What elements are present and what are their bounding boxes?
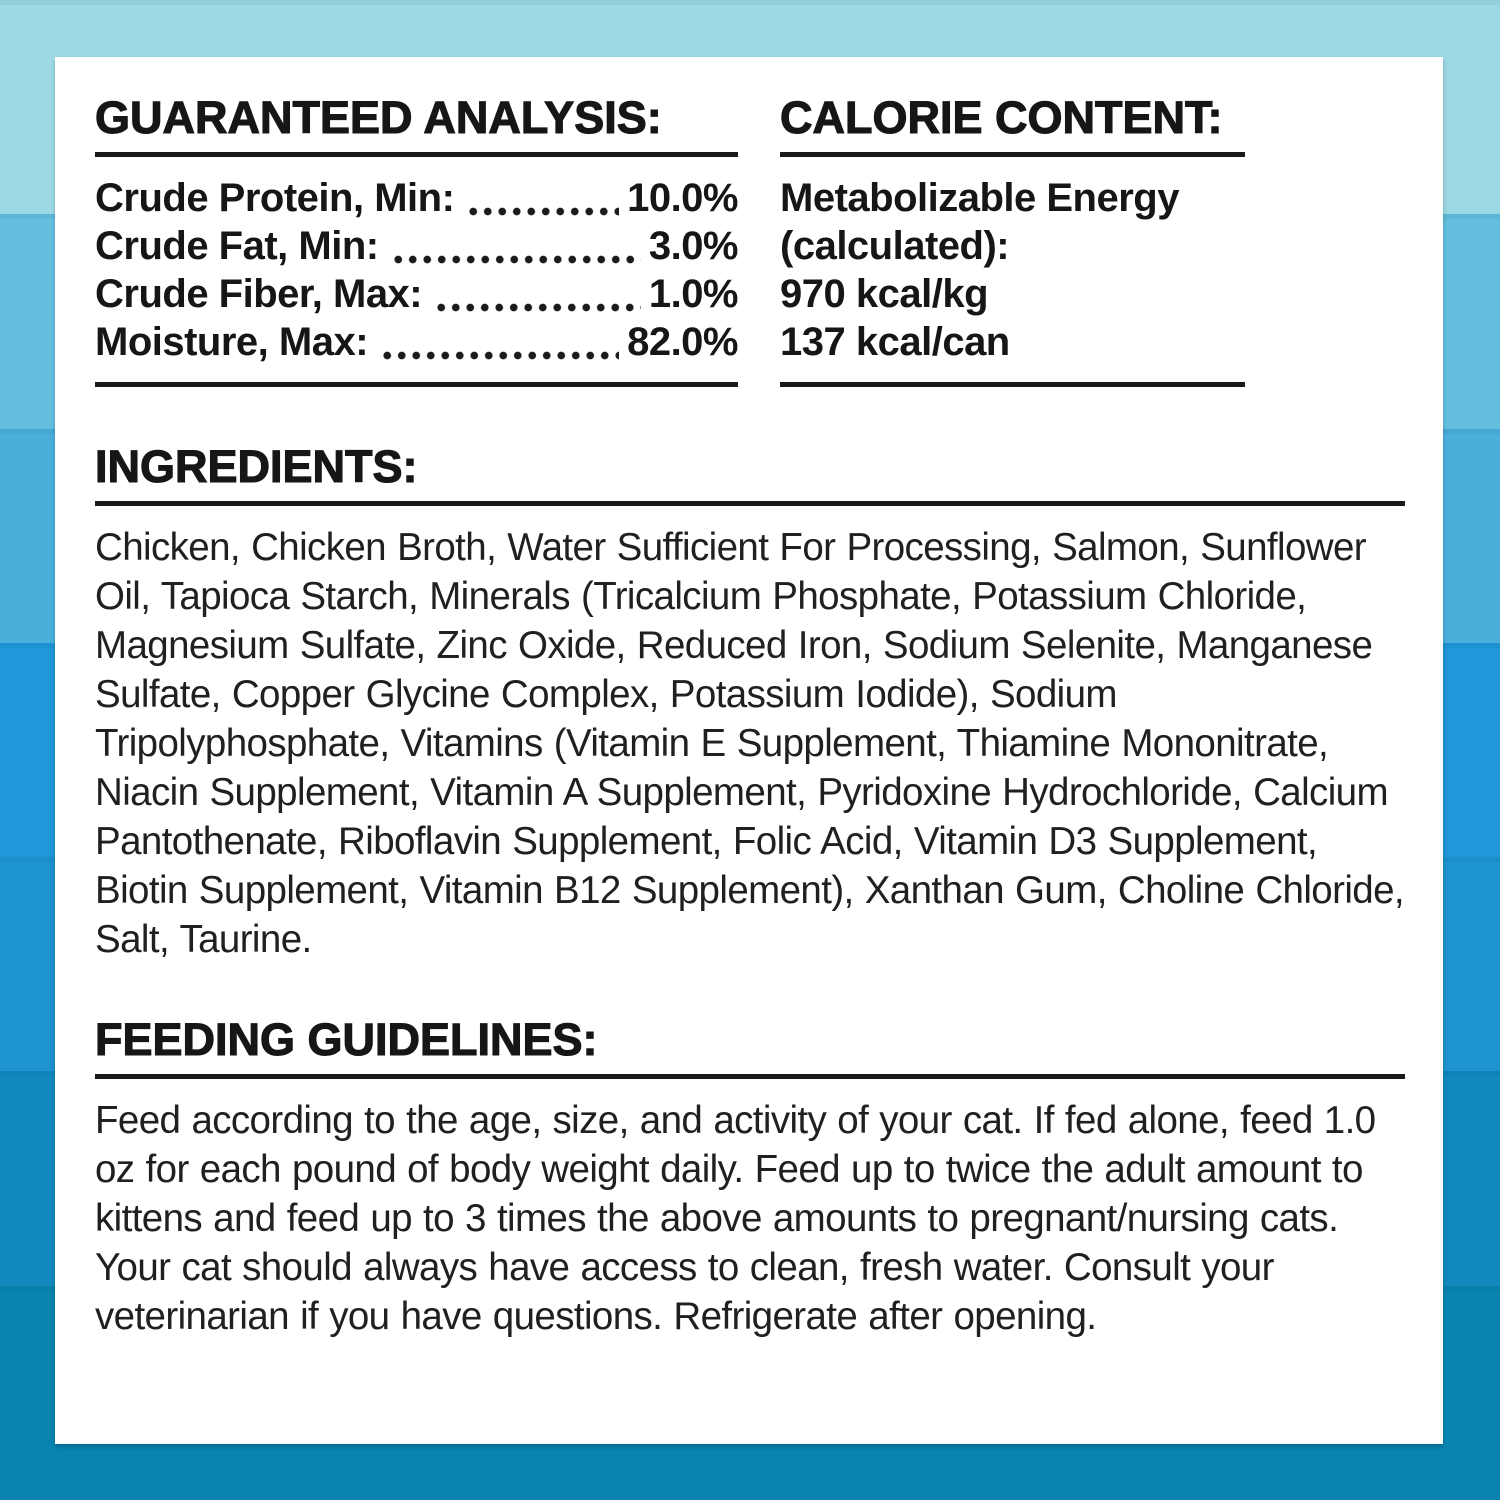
analysis-row-label: Moisture, Max: bbox=[95, 320, 369, 364]
guaranteed-analysis-section: GUARANTEED ANALYSIS: Crude Protein, Min:… bbox=[94, 92, 739, 387]
calorie-content-section: CALORIE CONTENT: Metabolizable Energy (c… bbox=[779, 92, 1245, 387]
guaranteed-analysis-title: GUARANTEED ANALYSIS: bbox=[94, 92, 662, 143]
ingredients-text: Chicken, Chicken Broth, Water Sufficient… bbox=[95, 526, 1405, 961]
calorie-line-kcal-per-kg: 970 kcal/kg bbox=[780, 272, 989, 316]
ingredients-title: INGREDIENTS: bbox=[94, 441, 418, 492]
calorie-content-title: CALORIE CONTENT: bbox=[779, 92, 1223, 143]
section-divider bbox=[780, 382, 1245, 387]
dot-leader bbox=[434, 270, 641, 318]
feeding-guidelines-section: FEEDING GUIDELINES: Feed according to th… bbox=[94, 1014, 1405, 1341]
analysis-row-crude-fiber: Crude Fiber, Max: 1.0% bbox=[95, 270, 739, 318]
section-divider bbox=[95, 501, 1405, 506]
analysis-row-label: Crude Protein, Min: bbox=[95, 176, 455, 220]
analysis-row-value: 3.0% bbox=[648, 224, 739, 268]
analysis-row-label: Crude Fiber, Max: bbox=[95, 272, 423, 316]
section-divider bbox=[780, 152, 1245, 157]
analysis-calorie-columns: GUARANTEED ANALYSIS: Crude Protein, Min:… bbox=[94, 92, 1405, 387]
calorie-line-metabolizable-energy: Metabolizable Energy bbox=[780, 176, 1179, 220]
analysis-row-crude-protein: Crude Protein, Min: 10.0% bbox=[95, 174, 738, 222]
feeding-guidelines-text: Feed according to the age, size, and act… bbox=[95, 1099, 1376, 1338]
analysis-row-moisture: Moisture, Max: 82.0% bbox=[95, 318, 738, 366]
calorie-content-body: Metabolizable Energy (calculated): 970 k… bbox=[780, 174, 1245, 370]
section-divider bbox=[95, 382, 738, 387]
section-divider bbox=[95, 152, 738, 157]
dot-leader bbox=[466, 174, 620, 222]
analysis-row-value: 82.0% bbox=[627, 320, 738, 364]
analysis-row-label: Crude Fat, Min: bbox=[95, 224, 379, 268]
ingredients-section: INGREDIENTS: Chicken, Chicken Broth, Wat… bbox=[94, 441, 1405, 964]
guaranteed-analysis-table: Crude Protein, Min: 10.0% Crude Fat, Min… bbox=[95, 174, 739, 370]
calorie-line-calculated: (calculated): bbox=[780, 224, 1010, 268]
dot-leader bbox=[380, 318, 620, 366]
calorie-line-kcal-per-can: 137 kcal/can bbox=[780, 320, 1010, 364]
analysis-row-value: 1.0% bbox=[648, 272, 739, 316]
section-divider bbox=[95, 1074, 1405, 1079]
dot-leader bbox=[390, 222, 641, 270]
nutrition-label-card: GUARANTEED ANALYSIS: Crude Protein, Min:… bbox=[55, 57, 1443, 1444]
analysis-row-crude-fat: Crude Fat, Min: 3.0% bbox=[95, 222, 739, 270]
feeding-guidelines-title: FEEDING GUIDELINES: bbox=[94, 1014, 598, 1065]
analysis-row-value: 10.0% bbox=[627, 176, 738, 220]
